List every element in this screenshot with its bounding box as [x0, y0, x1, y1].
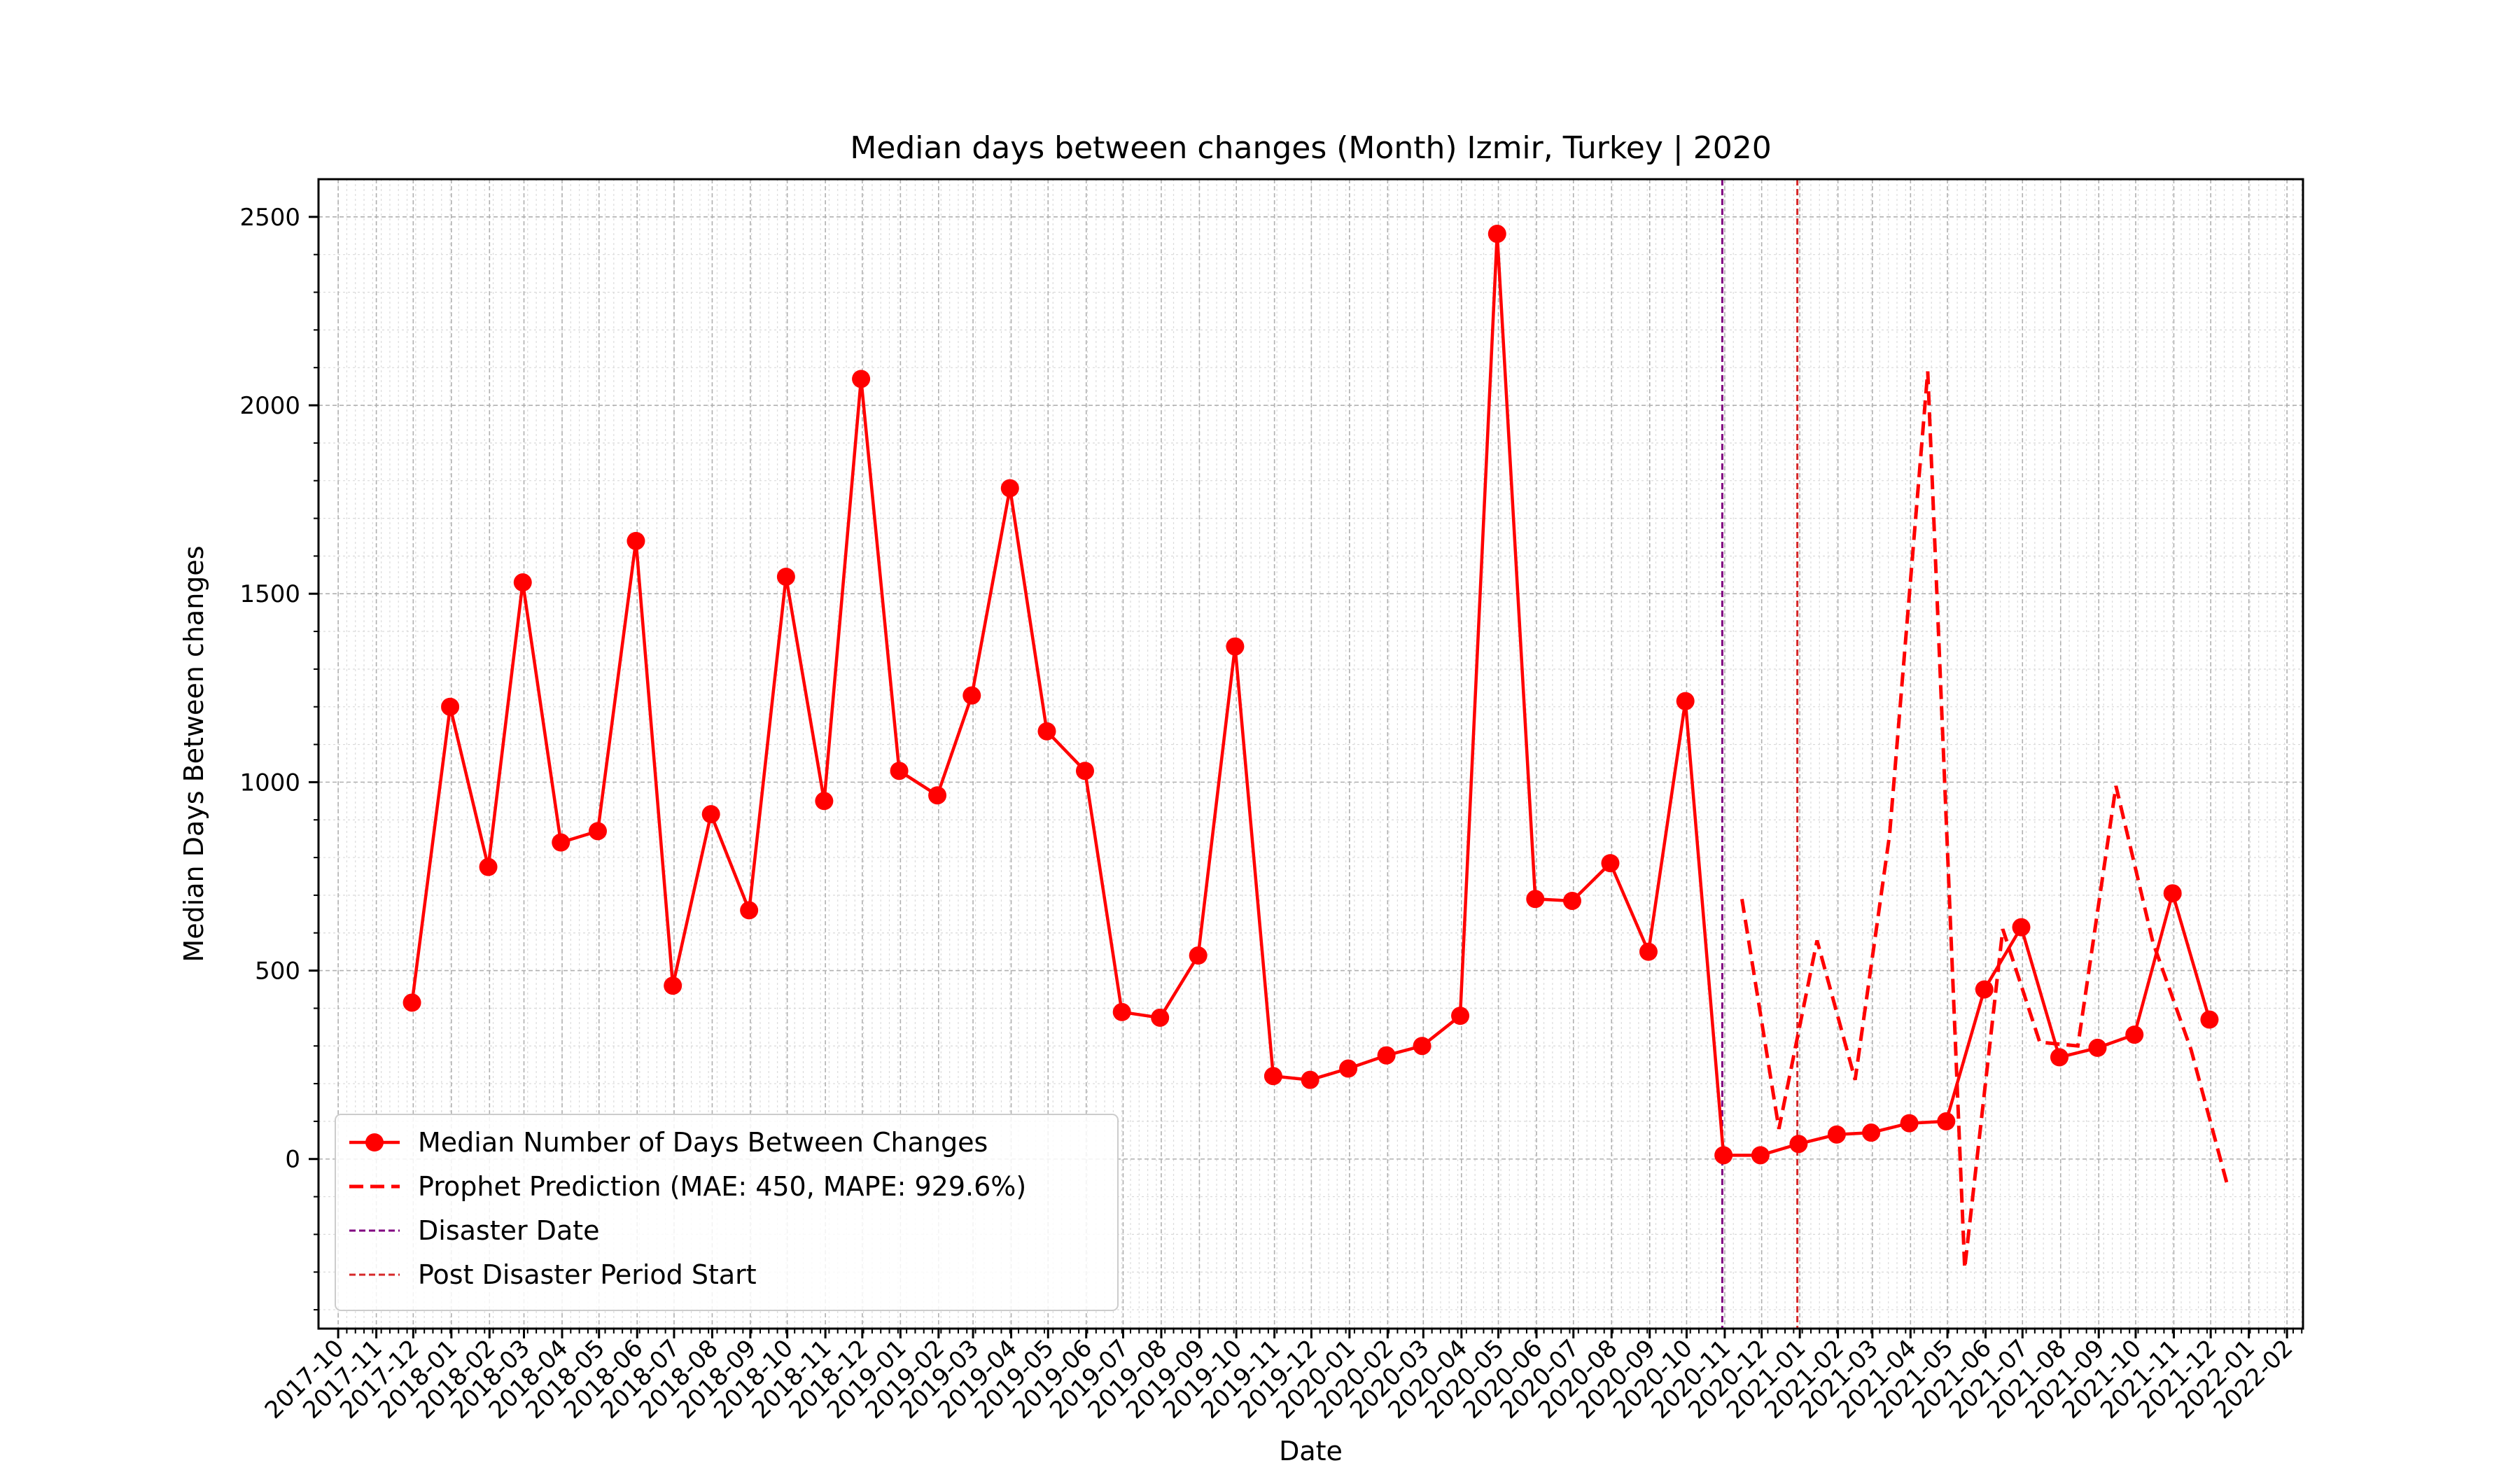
- data-point: [1377, 1046, 1396, 1065]
- data-point: [626, 531, 645, 550]
- data-point: [402, 993, 421, 1012]
- y-tick-label: 500: [255, 958, 300, 986]
- data-point: [513, 573, 532, 592]
- data-point: [1714, 1146, 1733, 1165]
- legend-label: Prophet Prediction (MAE: 450, MAPE: 929.…: [418, 1171, 1026, 1202]
- data-point: [552, 833, 570, 852]
- data-point: [1339, 1059, 1358, 1078]
- data-point: [1639, 942, 1658, 961]
- grid: [318, 179, 2303, 1329]
- data-point: [1975, 980, 1994, 999]
- data-point: [890, 762, 909, 780]
- data-point: [1676, 692, 1695, 710]
- data-point: [2050, 1048, 2068, 1067]
- data-point: [962, 686, 981, 705]
- y-tick-label: 2500: [239, 204, 300, 232]
- data-point: [1488, 225, 1506, 244]
- data-point: [1075, 762, 1094, 780]
- data-point: [1526, 890, 1545, 909]
- data-point: [1862, 1124, 1881, 1142]
- data-point: [928, 786, 947, 805]
- data-point: [1601, 854, 1620, 873]
- data-point: [1937, 1112, 1956, 1130]
- y-tick-label: 1000: [239, 769, 300, 797]
- chart-title: Median days between changes (Month) Izmi…: [850, 130, 1771, 166]
- data-point: [1751, 1146, 1770, 1165]
- data-point: [740, 901, 759, 920]
- reference-lines: [1721, 179, 1799, 1329]
- data-point: [588, 822, 607, 841]
- data-point: [1827, 1125, 1846, 1144]
- data-point: [1301, 1070, 1320, 1089]
- data-point: [1151, 1008, 1170, 1027]
- data-point: [2088, 1038, 2107, 1057]
- data-point: [479, 858, 498, 876]
- data-point: [1562, 891, 1581, 910]
- data-point: [1789, 1135, 1808, 1154]
- y-axis-label: Median Days Between changes: [178, 545, 209, 962]
- legend-label: Disaster Date: [418, 1215, 600, 1246]
- data-point: [1189, 946, 1208, 965]
- legend-label: Median Number of Days Between Changes: [418, 1127, 988, 1158]
- data-point: [776, 567, 795, 586]
- legend: Median Number of Days Between Changes Pro…: [335, 1114, 1119, 1311]
- data-point: [1451, 1007, 1470, 1026]
- data-point: [1037, 722, 1056, 741]
- y-tick-label: 2000: [239, 392, 300, 420]
- data-point: [664, 976, 682, 995]
- prediction-line: [1740, 371, 2230, 1269]
- data-point: [441, 697, 460, 716]
- data-point: [815, 792, 834, 811]
- data-point: [1226, 637, 1245, 656]
- data-point: [1264, 1067, 1282, 1086]
- legend-marker: [365, 1133, 384, 1152]
- series: [402, 225, 2230, 1269]
- y-tick-label: 0: [285, 1146, 300, 1174]
- data-point: [852, 370, 871, 388]
- data-point: [1112, 1002, 1131, 1021]
- legend-label: Post Disaster Period Start: [418, 1259, 757, 1290]
- legend-box: [335, 1114, 1119, 1311]
- data-point: [2125, 1026, 2144, 1044]
- data-point: [2200, 1010, 2219, 1029]
- data-point: [2012, 918, 2031, 937]
- data-point: [701, 805, 720, 824]
- x-axis-label: Date: [1279, 1436, 1343, 1466]
- data-point: [1900, 1114, 1919, 1133]
- data-point: [1000, 479, 1019, 498]
- y-tick-label: 1500: [239, 580, 300, 608]
- y-axis-ticks: 0 500 1000 1500 2000 2500: [239, 204, 318, 1311]
- data-point: [1413, 1037, 1432, 1056]
- data-point: [2163, 884, 2182, 903]
